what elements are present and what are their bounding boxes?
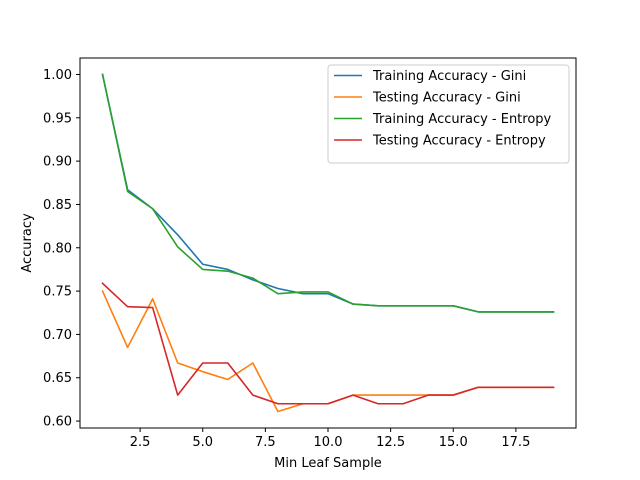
y-tick-label: 1.00 (43, 68, 72, 83)
y-tick-label: 0.75 (43, 285, 72, 300)
series-line-2 (101, 73, 555, 313)
x-tick-label: 7.5 (255, 435, 276, 450)
y-tick-label: 0.95 (43, 111, 72, 126)
legend-label: Training Accuracy - Gini (372, 69, 526, 84)
y-tick-label: 0.65 (43, 371, 72, 386)
y-tick-label: 0.60 (43, 415, 72, 430)
x-axis-ticks: 2.5 5.0 7.5 10.0 12.5 15.0 17.5 (130, 428, 530, 450)
x-tick-label: 12.5 (376, 435, 405, 450)
y-tick-label: 0.80 (43, 241, 72, 256)
x-tick-label: 10.0 (314, 435, 343, 450)
y-axis-ticks: 0.60 0.65 0.70 0.75 0.80 0.85 0.90 0.95 1.00 (43, 68, 80, 430)
x-tick-label: 5.0 (192, 435, 213, 450)
y-tick-label: 0.90 (43, 155, 72, 170)
x-tick-label: 15.0 (439, 435, 468, 450)
legend-label: Training Accuracy - Entropy (372, 112, 552, 127)
y-tick-label: 0.85 (43, 198, 72, 213)
legend: Training Accuracy - Gini Testing Accuracy… (327, 64, 570, 164)
x-tick-label: 17.5 (501, 435, 530, 450)
legend-box (327, 64, 570, 164)
legend-label: Testing Accuracy - Entropy (372, 134, 546, 149)
x-axis-label: Min Leaf Sample (274, 456, 382, 471)
y-tick-label: 0.70 (43, 328, 72, 343)
y-axis-label: Accuracy (20, 213, 35, 273)
x-tick-label: 2.5 (130, 435, 151, 450)
series-line-3 (101, 282, 555, 405)
legend-label: Testing Accuracy - Gini (372, 91, 521, 106)
plot-lines (101, 73, 555, 413)
